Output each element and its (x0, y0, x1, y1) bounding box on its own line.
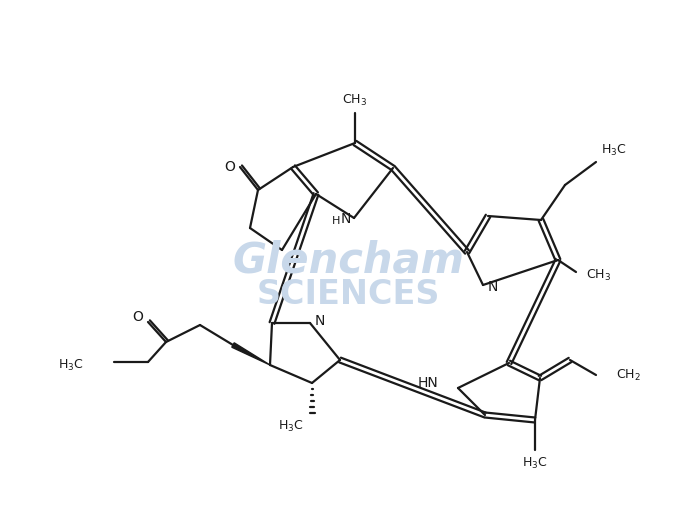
Text: N: N (341, 212, 351, 226)
Text: SCIENCES: SCIENCES (256, 279, 440, 311)
Text: HN: HN (417, 376, 438, 390)
Text: Glencham: Glencham (232, 239, 464, 281)
Text: O: O (225, 160, 235, 174)
Polygon shape (232, 343, 270, 365)
Text: CH$_3$: CH$_3$ (586, 267, 611, 282)
Text: H$_3$C: H$_3$C (522, 456, 548, 471)
Text: H$_3$C: H$_3$C (58, 357, 84, 372)
Text: H: H (332, 216, 340, 226)
Text: CH$_3$: CH$_3$ (342, 93, 367, 108)
Text: O: O (132, 310, 143, 324)
Text: N: N (315, 314, 325, 328)
Text: N: N (488, 280, 498, 294)
Text: H$_3$C: H$_3$C (601, 142, 626, 158)
Text: CH$_2$: CH$_2$ (616, 368, 641, 383)
Text: H$_3$C: H$_3$C (278, 419, 304, 434)
